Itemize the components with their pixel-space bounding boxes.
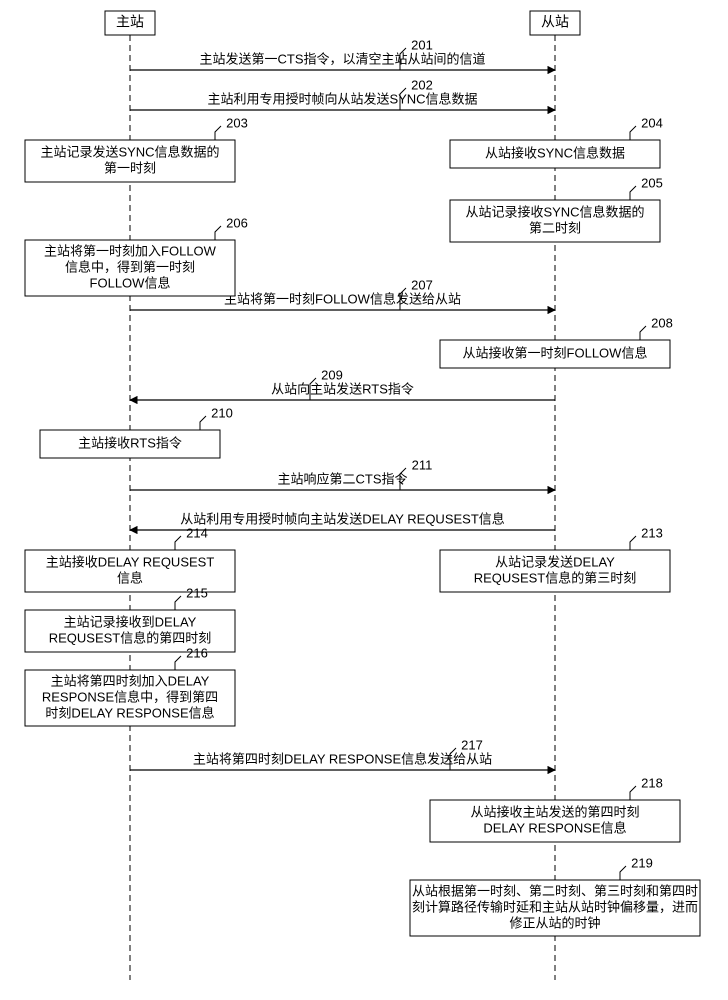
step-num-215: 215	[186, 585, 208, 600]
step-num-218: 218	[641, 775, 663, 790]
step-num-202: 202	[411, 77, 433, 92]
box-216-line-1: RESPONSE信息中，得到第四	[42, 689, 218, 704]
step-num-204: 204	[641, 115, 663, 130]
box-210-line-0: 主站接收RTS指令	[78, 435, 182, 450]
box-213-line-1: REQUSEST信息的第三时刻	[474, 570, 637, 585]
step-num-213: 213	[641, 525, 663, 540]
step-num-216: 216	[186, 645, 208, 660]
step-num-201: 201	[411, 37, 433, 52]
box-206-line-0: 主站将第一时刻加入FOLLOW	[44, 243, 217, 258]
message-209-label: 从站向主站发送RTS指令	[271, 381, 414, 396]
step-num-205: 205	[641, 175, 663, 190]
message-201-label: 主站发送第一CTS指令，以清空主站从站间的信道	[199, 51, 485, 66]
box-205-line-0: 从站记录接收SYNC信息数据的	[465, 204, 644, 219]
step-num-206: 206	[226, 215, 248, 230]
box-216-line-2: 时刻DELAY RESPONSE信息	[45, 705, 214, 720]
step-num-217: 217	[461, 737, 483, 752]
slave-label: 从站	[541, 14, 569, 30]
box-219-line-2: 修正从站的时钟	[509, 915, 600, 930]
box-218-line-1: DELAY RESPONSE信息	[483, 820, 626, 835]
box-204-line-0: 从站接收SYNC信息数据	[485, 145, 625, 160]
box-208-line-0: 从站接收第一时刻FOLLOW信息	[463, 345, 648, 360]
box-218-line-0: 从站接收主站发送的第四时刻	[470, 804, 639, 819]
box-219-line-0: 从站根据第一时刻、第二时刻、第三时刻和第四时	[412, 883, 698, 898]
box-203-line-0: 主站记录发送SYNC信息数据的	[40, 144, 219, 159]
box-216-line-0: 主站将第四时刻加入DELAY	[51, 673, 210, 688]
box-213-line-0: 从站记录发送DELAY	[495, 554, 615, 569]
box-206-line-1: 信息中，得到第一时刻	[65, 259, 195, 274]
step-num-214: 214	[186, 525, 208, 540]
message-217-label: 主站将第四时刻DELAY RESPONSE信息发送给从站	[193, 751, 492, 766]
step-num-211: 211	[412, 457, 433, 472]
sequence-diagram: 主站 从站主站发送第一CTS指令，以清空主站从站间的信道201 主站利用专用授时帧向…	[0, 0, 728, 1000]
box-214-line-1: 信息	[117, 570, 143, 585]
box-203-line-1: 第一时刻	[104, 160, 156, 175]
step-num-209: 209	[321, 367, 343, 382]
step-num-208: 208	[651, 315, 673, 330]
message-202-label: 主站利用专用授时帧向从站发送SYNC信息数据	[207, 91, 477, 106]
box-215-line-1: REQUSEST信息的第四时刻	[49, 630, 212, 645]
step-num-203: 203	[226, 115, 248, 130]
message-207-label: 主站将第一时刻FOLLOW信息发送给从站	[224, 291, 461, 306]
box-219-line-1: 刻计算路径传输时延和主站从站时钟偏移量，进而	[412, 899, 698, 914]
message-212-label: 从站利用专用授时帧向主站发送DELAY REQUSEST信息	[180, 511, 505, 526]
box-205-line-1: 第二时刻	[529, 220, 581, 235]
step-num-219: 219	[631, 855, 653, 870]
step-num-207: 207	[411, 277, 433, 292]
step-num-210: 210	[211, 405, 233, 420]
box-215-line-0: 主站记录接收到DELAY	[64, 614, 197, 629]
message-211-label: 主站响应第二CTS指令	[277, 471, 407, 486]
box-214-line-0: 主站接收DELAY REQUSEST	[46, 554, 215, 569]
master-label: 主站	[116, 14, 144, 30]
box-206-line-2: FOLLOW信息	[90, 275, 171, 290]
